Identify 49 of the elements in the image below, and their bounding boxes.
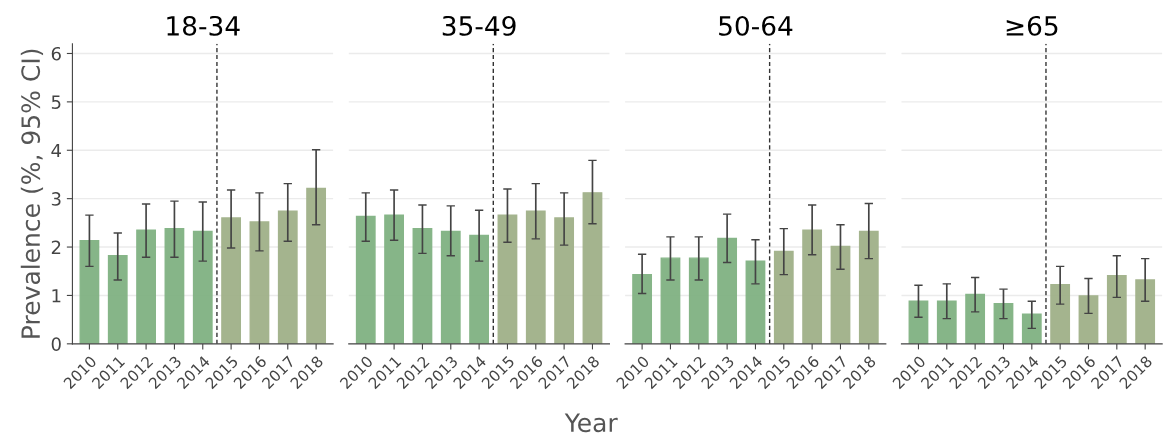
y-tick-label: 6 xyxy=(51,46,61,61)
bar xyxy=(632,273,653,344)
chart-title: 18-34 xyxy=(167,15,240,36)
y-tick-label: 0 xyxy=(51,337,61,351)
bar xyxy=(660,257,681,344)
bar xyxy=(249,221,270,344)
bar xyxy=(773,250,794,344)
bar xyxy=(136,229,156,344)
bar xyxy=(355,215,376,344)
bar xyxy=(384,214,405,344)
chart-title: ≥65 xyxy=(1006,15,1058,36)
bar xyxy=(802,229,823,344)
bar xyxy=(858,230,879,344)
x-axis-title: Year xyxy=(564,413,618,433)
bar xyxy=(936,300,957,344)
chart-title: 50-64 xyxy=(719,15,793,36)
chart-title: 35-49 xyxy=(442,15,516,36)
bar xyxy=(79,240,100,344)
bar xyxy=(412,227,433,344)
bar xyxy=(306,187,327,344)
bar xyxy=(107,255,128,344)
bar xyxy=(1135,279,1156,344)
y-axis-title: Prevalence (%, 95% CI) xyxy=(20,49,44,338)
bar xyxy=(1106,274,1127,344)
bar xyxy=(1021,313,1042,344)
bar xyxy=(164,227,185,344)
bar xyxy=(192,230,213,344)
y-tick-label: 3 xyxy=(51,192,61,206)
bar xyxy=(525,210,546,344)
y-tick-label: 5 xyxy=(51,95,61,109)
bar xyxy=(440,230,461,344)
bar xyxy=(688,257,709,344)
bar xyxy=(908,300,929,344)
bar xyxy=(469,234,490,344)
bar xyxy=(497,214,518,344)
bar xyxy=(277,210,298,344)
y-tick-label: 2 xyxy=(51,240,61,254)
bar xyxy=(1078,295,1099,344)
y-tick-label: 4 xyxy=(51,143,61,158)
bar xyxy=(965,293,986,344)
bar xyxy=(221,217,242,344)
bar xyxy=(717,237,738,344)
bar xyxy=(554,217,575,344)
bar xyxy=(582,192,603,344)
bar xyxy=(1050,284,1071,344)
bar xyxy=(830,245,851,344)
y-tick-label: 1 xyxy=(52,289,61,303)
bar xyxy=(993,302,1014,344)
bar xyxy=(745,260,766,344)
